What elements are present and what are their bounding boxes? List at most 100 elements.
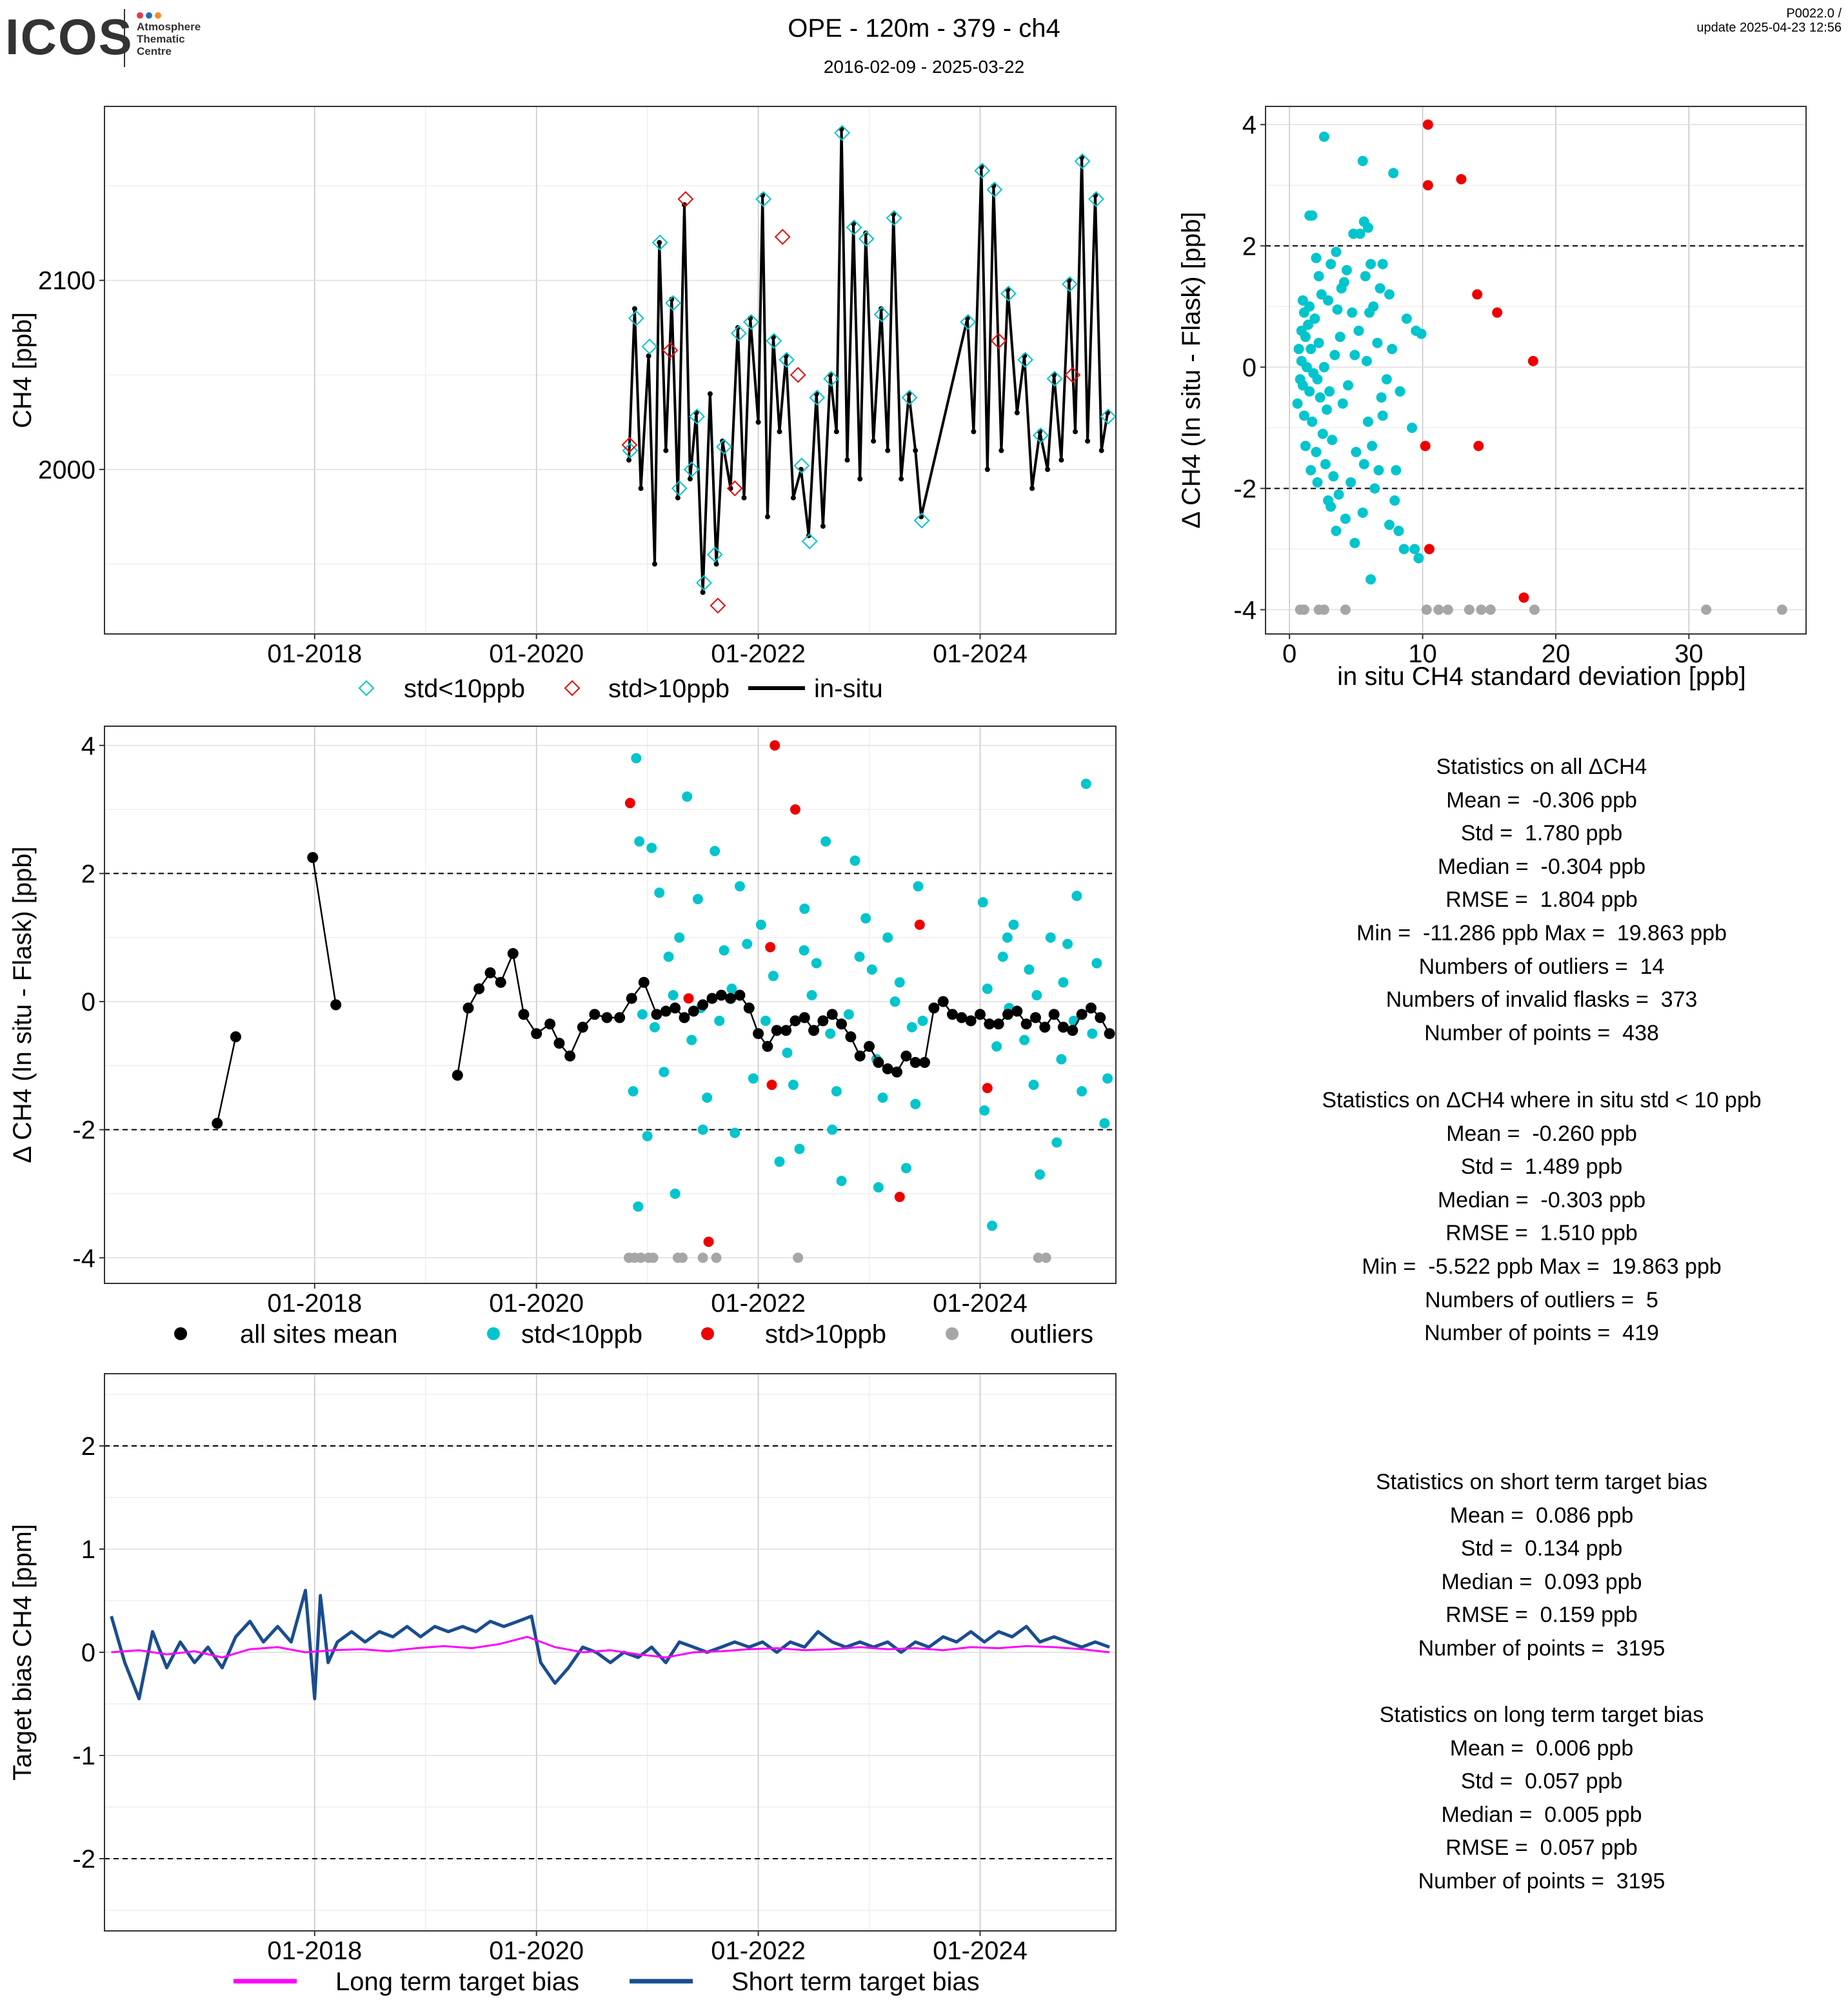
timeseries-chart: 01-2018 01-2020 01-2022 01-2024 2000 2100CH4 … [8,106,1117,703]
std-low-dot [734,881,745,892]
long-term-bias-line [111,1636,1110,1659]
insitu-point [755,419,761,425]
std-low-dot [637,1009,648,1020]
std-low-dot [1326,259,1336,270]
std-low-dot [742,938,753,949]
std-high-dot [894,1191,905,1202]
std-low-dot [854,951,865,962]
insitu-point [657,240,662,246]
std-low-dot [900,1163,911,1174]
mean-dot [564,1050,576,1062]
std-low-dot [910,1098,921,1109]
mean-dot [518,1009,530,1020]
mean-dot [826,1009,838,1020]
std-low-dot [1388,168,1399,179]
std-low-dot [877,1092,888,1103]
std-low-dot [1381,374,1392,385]
std-low-dot [710,845,720,856]
std-low-marker [1100,408,1117,425]
y-axis-label: Target bias CH4 [ppm] [8,1524,37,1781]
std-low-dot [849,855,860,866]
std-high-dot [914,919,925,930]
std-low-dot [1398,544,1409,555]
std-high-dot [703,1236,714,1247]
insitu-point [1029,486,1035,491]
insitu-point [820,523,826,529]
std-low-marker [901,390,918,406]
x-tick-label: 01-2018 [267,1937,362,1965]
std-low-dot [768,971,779,982]
outlier-dot [1318,604,1329,615]
std-high-dot [1492,307,1503,318]
std-low-dot [674,932,685,943]
x-tick-label: 01-2018 [267,640,362,668]
insitu-point [626,457,631,463]
std-low-dot [1292,398,1303,409]
insitu-point [999,448,1004,453]
plot-border [1265,106,1807,635]
std-low-dot [1035,1169,1046,1180]
insitu-point [1058,457,1064,463]
std-low-marker [779,351,795,368]
std-low-dot [714,1015,725,1026]
std-low-dot [1337,398,1348,409]
insitu-point [833,429,839,435]
std-low-marker [793,457,810,474]
stats-all-line: Min = -11.286 ppb Max = 19.863 ppb [1356,920,1727,945]
std-low-marker [683,461,700,478]
stats-std10-line: RMSE = 1.510 ppb [1446,1221,1638,1246]
std-low-dot [982,984,993,994]
std-low-dot [1338,277,1349,288]
std-low-dot [1002,932,1013,943]
std-low-dot [1306,465,1316,476]
insitu-point [687,476,693,482]
y-axis-label: Δ CH4 (In situ - Flask) [ppb] [8,846,37,1163]
insitu-point [663,448,669,453]
outlier-dot [1529,604,1540,615]
y-tick-label: 0 [1242,353,1257,382]
std-high-dot [790,804,800,815]
insitu-point [1073,429,1078,435]
mean-dot [212,1118,223,1129]
std-low-dot [827,1124,838,1135]
std-low-marker [873,306,890,322]
mean-dot [495,976,506,988]
stats-long-line: Mean = 0.006 ppb [1449,1735,1634,1761]
std-low-marker [651,234,668,251]
std-low-dot [1087,1028,1098,1039]
insitu-point [713,561,719,567]
stats-long-line: Std = 0.057 ppb [1460,1769,1623,1794]
mean-dot [577,1022,588,1033]
std-low-marker [801,533,818,549]
std-low-dot [882,932,893,943]
std-low-marker [1061,276,1078,293]
mean-dot [507,948,519,960]
std-high-dot [766,1080,777,1091]
std-low-marker [730,325,747,342]
std-low-dot [1019,1034,1030,1045]
legend-label: outliers [1010,1320,1093,1349]
std-low-dot [806,990,817,1001]
std-low-marker [846,219,862,236]
page-subtitle: 2016-02-09 - 2025-03-22 [823,57,1025,77]
insitu-point [1098,448,1104,453]
logo-sub-line-2: Thematic [137,33,185,45]
std-low-dot [1384,289,1395,300]
stats-std10-line: Number of points = 419 [1424,1321,1659,1346]
std-low-dot [906,1022,917,1033]
outlier-dot [1340,604,1351,615]
legend-label-insitu: in-situ [814,675,883,703]
std-low-marker [671,480,688,497]
std-low-dot [1102,1073,1113,1084]
x-tick-label: 01-2020 [489,1937,584,1965]
std-low-marker [1017,351,1033,368]
outlier-dot [1442,604,1453,615]
legend-key-std-high [564,680,581,697]
std-low-dot [1391,465,1402,476]
std-low-dot [1058,977,1069,988]
std-low-dot [889,996,900,1007]
stats-all-line: RMSE = 1.804 ppb [1446,887,1638,913]
mean-dot [965,1015,977,1027]
std-high-dot [1473,440,1484,451]
x-tick-label: 01-2022 [711,1937,806,1965]
